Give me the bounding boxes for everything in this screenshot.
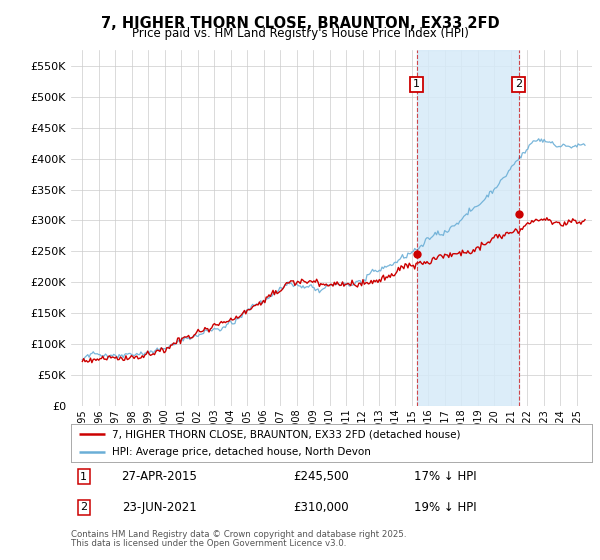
Text: 19% ↓ HPI: 19% ↓ HPI	[415, 501, 477, 514]
Text: 2: 2	[515, 80, 522, 90]
Text: This data is licensed under the Open Government Licence v3.0.: This data is licensed under the Open Gov…	[71, 539, 346, 548]
Text: Contains HM Land Registry data © Crown copyright and database right 2025.: Contains HM Land Registry data © Crown c…	[71, 530, 406, 539]
Text: HPI: Average price, detached house, North Devon: HPI: Average price, detached house, Nort…	[112, 447, 371, 457]
Text: 1: 1	[80, 472, 88, 482]
Text: 2: 2	[80, 502, 88, 512]
Text: £310,000: £310,000	[293, 501, 349, 514]
Text: £245,500: £245,500	[293, 470, 349, 483]
Bar	[417, 50, 518, 406]
Text: 7, HIGHER THORN CLOSE, BRAUNTON, EX33 2FD: 7, HIGHER THORN CLOSE, BRAUNTON, EX33 2F…	[101, 16, 499, 31]
Text: 23-JUN-2021: 23-JUN-2021	[122, 501, 197, 514]
Text: 1: 1	[413, 80, 420, 90]
Text: 7, HIGHER THORN CLOSE, BRAUNTON, EX33 2FD (detached house): 7, HIGHER THORN CLOSE, BRAUNTON, EX33 2F…	[112, 429, 461, 439]
Text: Price paid vs. HM Land Registry's House Price Index (HPI): Price paid vs. HM Land Registry's House …	[131, 27, 469, 40]
Text: 17% ↓ HPI: 17% ↓ HPI	[415, 470, 477, 483]
Text: 27-APR-2015: 27-APR-2015	[121, 470, 197, 483]
